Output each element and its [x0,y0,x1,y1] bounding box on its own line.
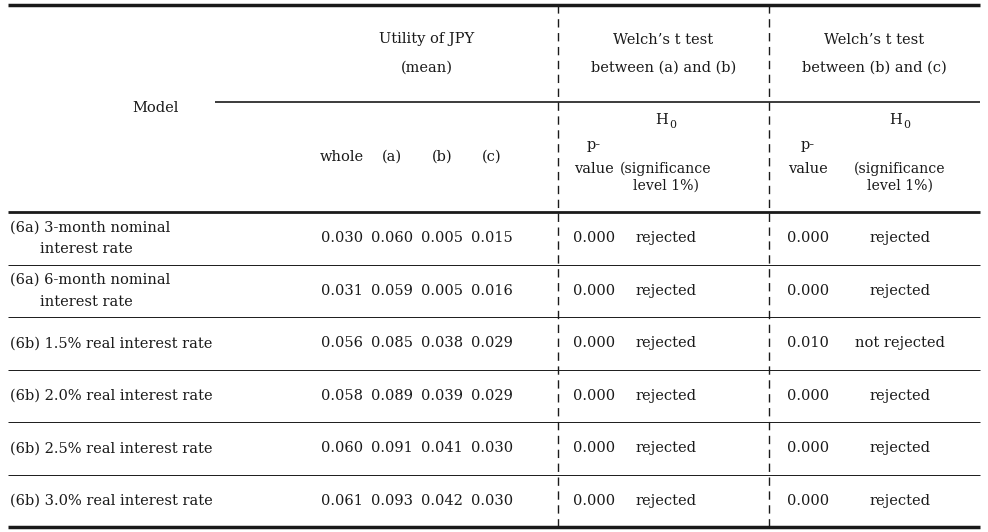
Text: 0.000: 0.000 [786,494,829,508]
Text: between (b) and (c): between (b) and (c) [802,61,947,74]
Text: 0.061: 0.061 [321,494,363,508]
Text: 0.000: 0.000 [786,441,829,455]
Text: 0.031: 0.031 [321,284,363,298]
Text: (a): (a) [382,150,402,164]
Text: (significance: (significance [855,162,946,176]
Text: Welch’s t test: Welch’s t test [824,32,925,46]
Text: rejected: rejected [869,231,931,245]
Text: 0.000: 0.000 [573,441,616,455]
Text: 0.016: 0.016 [471,284,513,298]
Text: H: H [656,113,668,127]
Text: 0.041: 0.041 [421,441,462,455]
Text: level 1%): level 1%) [633,179,699,193]
Text: 0.039: 0.039 [421,389,463,403]
Text: 0.038: 0.038 [421,336,463,350]
Text: (6a) 3-month nominal: (6a) 3-month nominal [10,220,170,234]
Text: (6b) 1.5% real interest rate: (6b) 1.5% real interest rate [10,336,212,350]
Text: rejected: rejected [635,441,697,455]
Text: p-: p- [801,138,815,152]
Text: not rejected: not rejected [855,336,945,350]
Text: (6b) 2.0% real interest rate: (6b) 2.0% real interest rate [10,389,212,403]
Text: H: H [889,113,902,127]
Text: rejected: rejected [635,389,697,403]
Text: 0.005: 0.005 [421,284,463,298]
Text: 0.060: 0.060 [321,441,363,455]
Text: 0.091: 0.091 [371,441,413,455]
Text: (mean): (mean) [401,61,453,74]
Text: 0.093: 0.093 [371,494,413,508]
Text: 0.010: 0.010 [787,336,829,350]
Text: rejected: rejected [869,389,931,403]
Text: rejected: rejected [635,336,697,350]
Text: rejected: rejected [635,284,697,298]
Text: rejected: rejected [869,494,931,508]
Text: value: value [574,162,614,176]
Text: 0.000: 0.000 [573,231,616,245]
Text: rejected: rejected [869,284,931,298]
Text: Utility of JPY: Utility of JPY [379,32,474,46]
Text: (6b) 2.5% real interest rate: (6b) 2.5% real interest rate [10,441,212,455]
Text: 0.059: 0.059 [371,284,413,298]
Text: value: value [788,162,828,176]
Text: rejected: rejected [869,441,931,455]
Text: (6a) 6-month nominal: (6a) 6-month nominal [10,273,170,287]
Text: interest rate: interest rate [40,242,132,256]
Text: 0.058: 0.058 [321,389,363,403]
Text: rejected: rejected [635,494,697,508]
Text: 0.029: 0.029 [471,389,513,403]
Text: 0.089: 0.089 [371,389,413,403]
Text: 0.029: 0.029 [471,336,513,350]
Text: Model: Model [131,102,178,115]
Text: 0.030: 0.030 [321,231,363,245]
Text: (significance: (significance [620,162,711,176]
Text: 0.030: 0.030 [471,494,513,508]
Text: 0.085: 0.085 [371,336,413,350]
Text: 0.005: 0.005 [421,231,463,245]
Text: (b): (b) [432,150,453,164]
Text: 0: 0 [903,120,911,130]
Text: rejected: rejected [635,231,697,245]
Text: 0.000: 0.000 [786,231,829,245]
Text: 0.000: 0.000 [786,284,829,298]
Text: 0.000: 0.000 [573,336,616,350]
Text: 0.000: 0.000 [573,389,616,403]
Text: (c): (c) [482,150,502,164]
Text: interest rate: interest rate [40,295,132,309]
Text: 0.056: 0.056 [321,336,363,350]
Text: between (a) and (b): between (a) and (b) [591,61,736,74]
Text: (6b) 3.0% real interest rate: (6b) 3.0% real interest rate [10,494,212,508]
Text: Welch’s t test: Welch’s t test [614,32,713,46]
Text: 0.060: 0.060 [370,231,413,245]
Text: 0.000: 0.000 [786,389,829,403]
Text: 0.000: 0.000 [573,494,616,508]
Text: 0.000: 0.000 [573,284,616,298]
Text: whole: whole [320,150,364,164]
Text: 0.030: 0.030 [471,441,513,455]
Text: p-: p- [587,138,601,152]
Text: 0: 0 [670,120,677,130]
Text: level 1%): level 1%) [867,179,933,193]
Text: 0.015: 0.015 [471,231,513,245]
Text: 0.042: 0.042 [421,494,463,508]
